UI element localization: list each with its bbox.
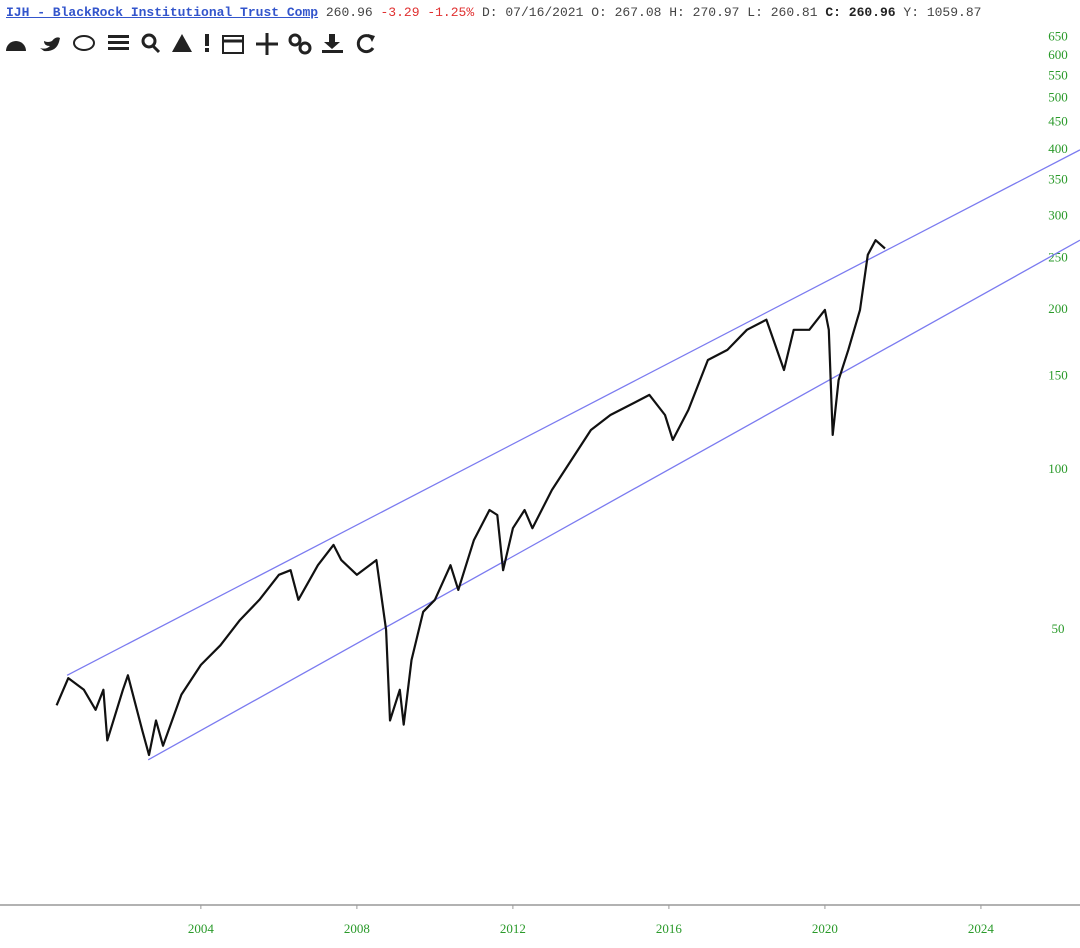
y-tick-label: 200 <box>1048 301 1068 316</box>
y-tick-label: 100 <box>1048 461 1068 476</box>
field-label: H: <box>669 5 685 20</box>
x-tick-label: 2008 <box>344 921 370 936</box>
calendar-icon[interactable] <box>222 35 244 54</box>
y-tick-label: 150 <box>1048 367 1068 382</box>
ohlc-fields: D: 07/16/2021 O: 267.08 H: 270.97 L: 260… <box>474 5 981 20</box>
download-icon[interactable] <box>322 34 343 53</box>
ticker-title[interactable]: IJH - BlackRock Institutional Trust Comp <box>6 5 319 20</box>
price-line <box>55 239 886 757</box>
link-icon[interactable] <box>288 33 312 55</box>
y-tick-label: 350 <box>1048 172 1068 187</box>
field-value: 260.96 <box>848 5 896 20</box>
y-tick-label: 450 <box>1048 114 1068 129</box>
field-value: 267.08 <box>614 5 662 20</box>
last-price: 260.96 <box>325 5 373 20</box>
x-tick-label: 2024 <box>968 921 995 936</box>
y-tick-label: 600 <box>1048 47 1068 62</box>
field-label: C: <box>825 5 841 20</box>
field-value: 270.97 <box>692 5 740 20</box>
field-value: 07/16/2021 <box>505 5 584 20</box>
move-icon[interactable] <box>256 33 278 55</box>
y-tick-label: 300 <box>1048 207 1068 222</box>
alert-icon[interactable] <box>205 34 209 52</box>
x-tick-label: 2016 <box>656 921 683 936</box>
y-tick-label: 250 <box>1048 249 1068 264</box>
dashboard-icon[interactable] <box>6 41 26 51</box>
y-tick-label: 400 <box>1048 141 1068 156</box>
field-label: O: <box>591 5 607 20</box>
comment-icon[interactable] <box>73 35 95 51</box>
field-label: D: <box>481 5 498 20</box>
change-pct: -1.25% <box>427 5 475 20</box>
y-tick-label: 50 <box>1052 621 1065 636</box>
x-tick-label: 2004 <box>188 921 215 936</box>
list-icon[interactable] <box>108 35 129 50</box>
search-icon[interactable] <box>141 33 161 54</box>
refresh-icon[interactable] <box>356 34 375 54</box>
triangle-icon[interactable] <box>172 34 192 52</box>
toolbar <box>6 33 375 55</box>
x-tick-label: 2012 <box>500 921 526 936</box>
y-tick-label: 500 <box>1048 89 1068 104</box>
header: IJH - BlackRock Institutional Trust Comp… <box>6 5 981 20</box>
y-tick-label: 550 <box>1048 67 1068 82</box>
field-value: 1059.87 <box>926 5 982 20</box>
x-tick-label: 2020 <box>812 921 838 936</box>
change: -3.29 <box>380 5 420 20</box>
field-label: Y: <box>903 5 919 20</box>
y-tick-label: 650 <box>1048 29 1068 44</box>
field-label: L: <box>747 5 763 20</box>
twitter-icon[interactable] <box>40 37 60 52</box>
trendline <box>147 239 1080 761</box>
field-value: 260.81 <box>770 5 818 20</box>
trendline <box>66 149 1080 676</box>
